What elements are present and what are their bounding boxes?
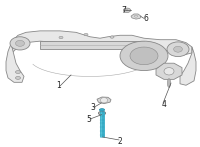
Polygon shape (12, 31, 192, 54)
Text: 7: 7 (122, 6, 126, 15)
Ellipse shape (16, 71, 21, 74)
Ellipse shape (130, 47, 158, 65)
Ellipse shape (59, 36, 63, 39)
Text: 4: 4 (162, 100, 166, 109)
Ellipse shape (167, 42, 189, 57)
Ellipse shape (99, 109, 105, 111)
Ellipse shape (100, 98, 108, 103)
Text: 6: 6 (144, 14, 148, 23)
Polygon shape (180, 47, 196, 85)
Polygon shape (156, 63, 182, 79)
Ellipse shape (134, 15, 138, 17)
Ellipse shape (123, 8, 131, 12)
Ellipse shape (174, 46, 182, 52)
Text: 3: 3 (91, 103, 95, 112)
Text: 5: 5 (87, 115, 91, 124)
Polygon shape (131, 14, 141, 19)
Ellipse shape (10, 37, 30, 50)
Bar (40, 41, 144, 49)
Text: 2: 2 (118, 137, 122, 146)
Ellipse shape (110, 36, 114, 38)
Ellipse shape (164, 68, 174, 75)
Polygon shape (6, 41, 24, 82)
Ellipse shape (16, 40, 24, 46)
Ellipse shape (98, 111, 106, 115)
Ellipse shape (120, 41, 168, 71)
Ellipse shape (16, 76, 21, 79)
Polygon shape (97, 97, 111, 104)
Ellipse shape (126, 10, 128, 11)
Text: 1: 1 (57, 81, 61, 91)
Ellipse shape (167, 79, 171, 87)
Ellipse shape (84, 33, 88, 36)
